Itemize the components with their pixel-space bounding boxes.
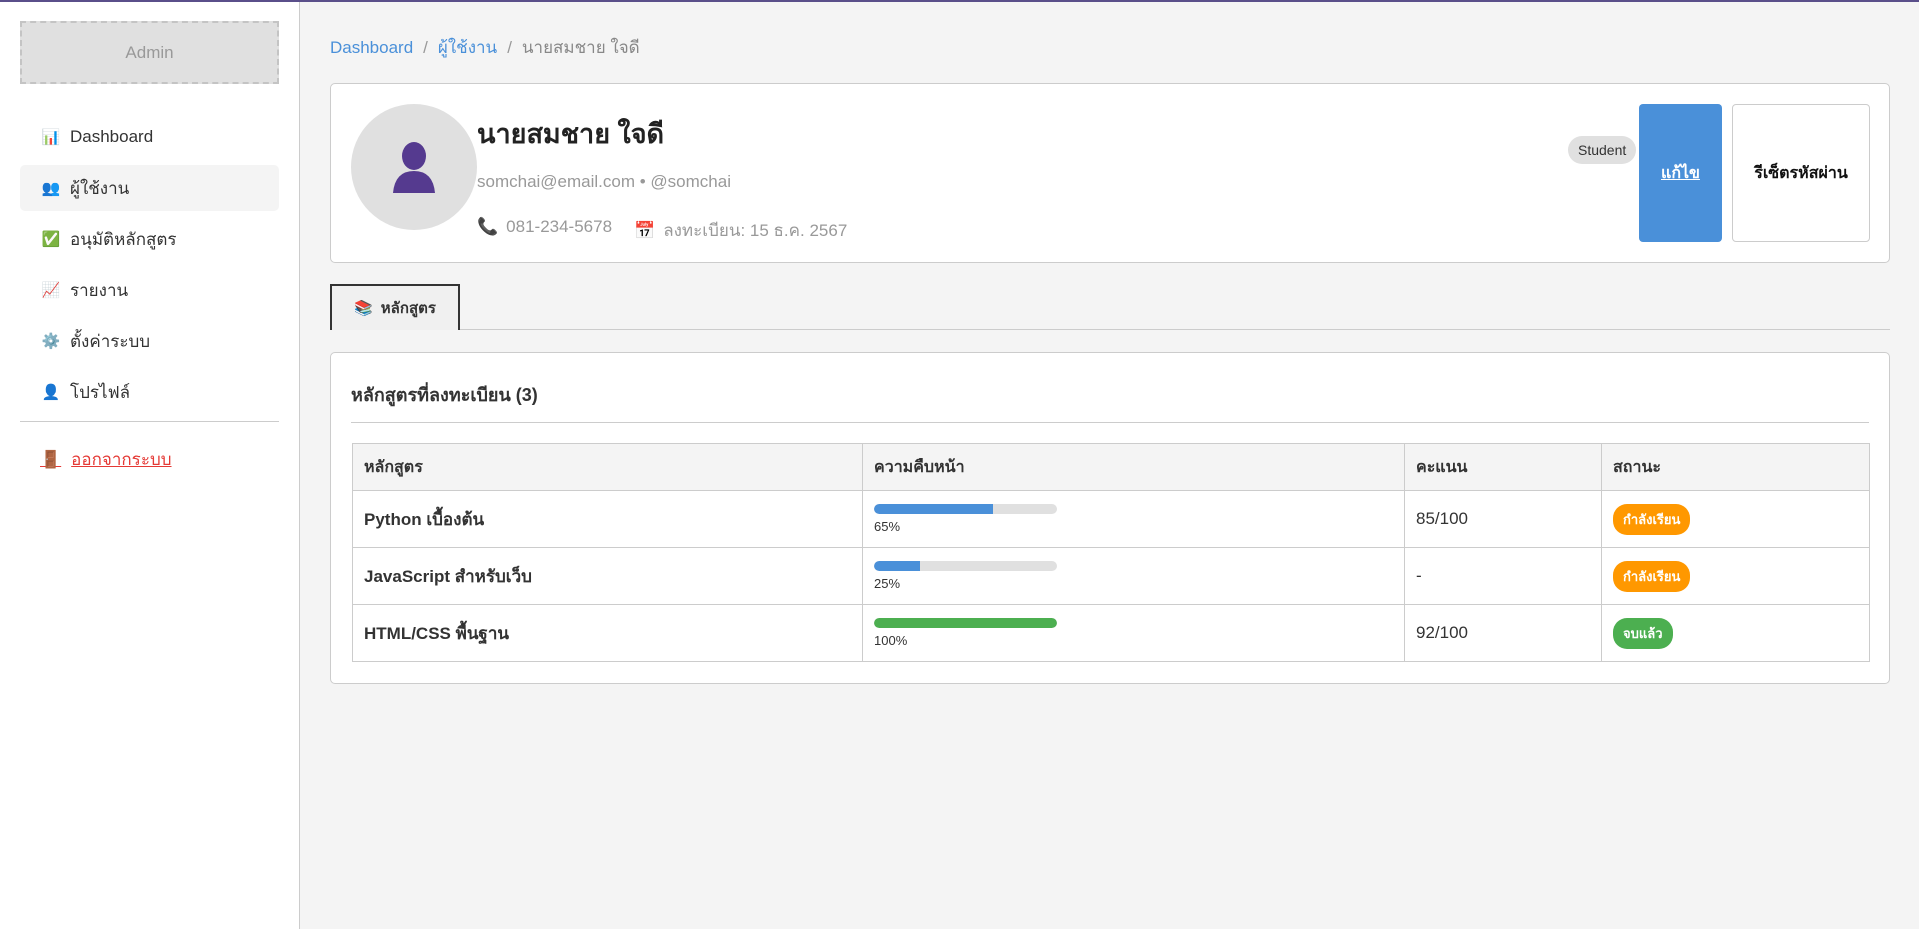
profile-email: somchai@email.com • @somchai (477, 172, 731, 191)
breadcrumb-dashboard[interactable]: Dashboard (330, 38, 414, 57)
sidebar-item-label: โปรไฟล์ (70, 382, 131, 402)
sidebar-item-label: อนุมัติหลักสูตร (70, 229, 177, 249)
status-badge: กำลังเรียน (1613, 560, 1691, 592)
sidebar-item-dashboard[interactable]: 📊 Dashboard (20, 114, 279, 160)
status-badge: กำลังเรียน (1613, 503, 1691, 535)
phone-icon: 📞 (477, 217, 499, 236)
bar-chart-icon: 📊 (41, 129, 61, 146)
sidebar-item-label: รายงาน (70, 280, 129, 300)
profile-registered: 📅 ลงทะเบียน: 15 ธ.ค. 2567 (634, 221, 848, 240)
tab-courses[interactable]: 📚 หลักสูตร (330, 284, 460, 330)
sidebar-item-course-approval[interactable]: ✅ อนุมัติหลักสูตร (20, 216, 279, 262)
course-progress: 65% (862, 490, 1405, 548)
course-status-cell: กำลังเรียน (1601, 490, 1870, 548)
sidebar-item-settings[interactable]: ⚙️ ตั้งค่าระบบ (20, 318, 279, 364)
progress-bar (874, 618, 1057, 628)
progress-fill (874, 618, 1057, 628)
progress-label: 65% (874, 519, 901, 534)
sidebar-item-label: Dashboard (70, 127, 154, 146)
progress-bar (874, 561, 1057, 571)
logout-link[interactable]: 🚪 ออกจากระบบ (20, 446, 279, 473)
sidebar: Admin 📊 Dashboard 👥 ผู้ใช้งาน ✅ อนุมัติหลัก… (0, 2, 300, 929)
tab-bar: 📚 หลักสูตร (330, 284, 1890, 330)
course-name: JavaScript สำหรับเว็บ (352, 547, 863, 605)
calendar-icon: 📅 (634, 221, 656, 240)
progress-label: 25% (874, 576, 901, 591)
profile-phone: 📞 081-234-5678 (477, 217, 613, 236)
check-icon: ✅ (41, 231, 61, 248)
progress-fill (874, 561, 920, 571)
column-score: คะแนน (1404, 443, 1602, 491)
progress-bar (874, 504, 1057, 514)
user-silhouette-icon (393, 142, 435, 193)
column-status: สถานะ (1601, 443, 1870, 491)
table-row: HTML/CSS พื้นฐาน 100% 92/100 จบแล้ว (352, 604, 1870, 662)
courses-divider (351, 422, 1869, 423)
chart-up-icon: 📈 (41, 282, 61, 299)
course-score: - (1404, 547, 1602, 605)
sidebar-item-reports[interactable]: 📈 รายงาน (20, 267, 279, 313)
courses-title: หลักสูตรที่ลงทะเบียน (3) (351, 385, 538, 405)
profile-card: นายสมชาย ใจดี somchai@email.com • @somch… (330, 83, 1890, 263)
books-icon: 📚 (354, 300, 373, 317)
course-name: HTML/CSS พื้นฐาน (352, 604, 863, 662)
sidebar-item-profile[interactable]: 👤 โปรไฟล์ (20, 369, 279, 415)
progress-fill (874, 504, 993, 514)
sidebar-item-label: ผู้ใช้งาน (70, 178, 130, 198)
edit-button[interactable]: แก้ไข (1639, 104, 1722, 242)
breadcrumb: Dashboard / ผู้ใช้งาน / นายสมชาย ใจดี (330, 38, 640, 57)
progress-label: 100% (874, 633, 908, 648)
table-row: Python เบื้องต้น 65% 85/100 กำลังเรียน (352, 490, 1870, 548)
column-progress: ความคืบหน้า (862, 443, 1405, 491)
courses-table: หลักสูตร ความคืบหน้า คะแนน สถานะ Python … (352, 443, 1870, 662)
avatar (351, 104, 477, 230)
course-score: 85/100 (1404, 490, 1602, 548)
course-progress: 100% (862, 604, 1405, 662)
logout-label: ออกจากระบบ (71, 450, 172, 469)
reset-password-button[interactable]: รีเซ็ตรหัสผ่าน (1732, 104, 1870, 242)
sidebar-item-label: ตั้งค่าระบบ (70, 331, 151, 351)
column-course: หลักสูตร (352, 443, 863, 491)
profile-name: นายสมชาย ใจดี (477, 119, 665, 149)
courses-card: หลักสูตรที่ลงทะเบียน (3) หลักสูตร ความคื… (330, 352, 1890, 684)
course-progress: 25% (862, 547, 1405, 605)
profile-contacts: 📞 081-234-5678 📅 ลงทะเบียน: 15 ธ.ค. 2567 (477, 217, 847, 244)
admin-label: Admin (125, 42, 174, 62)
status-badge: จบแล้ว (1613, 617, 1673, 649)
door-icon: 🚪 (40, 449, 62, 469)
course-name: Python เบื้องต้น (352, 490, 863, 548)
sidebar-nav: 📊 Dashboard 👥 ผู้ใช้งาน ✅ อนุมัติหลักสูตร 📈… (20, 114, 279, 415)
sidebar-divider (20, 421, 279, 422)
course-score: 92/100 (1404, 604, 1602, 662)
admin-logo: Admin (20, 21, 279, 84)
role-badge: Student (1568, 136, 1637, 164)
main-content: Dashboard / ผู้ใช้งาน / นายสมชาย ใจดี นายสมช… (330, 2, 1890, 684)
user-icon: 👤 (41, 384, 61, 401)
sidebar-item-users[interactable]: 👥 ผู้ใช้งาน (20, 165, 279, 211)
gear-icon: ⚙️ (41, 333, 61, 350)
breadcrumb-current: นายสมชาย ใจดี (521, 38, 640, 57)
users-icon: 👥 (41, 180, 61, 197)
course-status-cell: กำลังเรียน (1601, 547, 1870, 605)
course-status-cell: จบแล้ว (1601, 604, 1870, 662)
breadcrumb-users[interactable]: ผู้ใช้งาน (437, 38, 498, 57)
table-row: JavaScript สำหรับเว็บ 25% - กำลังเรียน (352, 547, 1870, 605)
